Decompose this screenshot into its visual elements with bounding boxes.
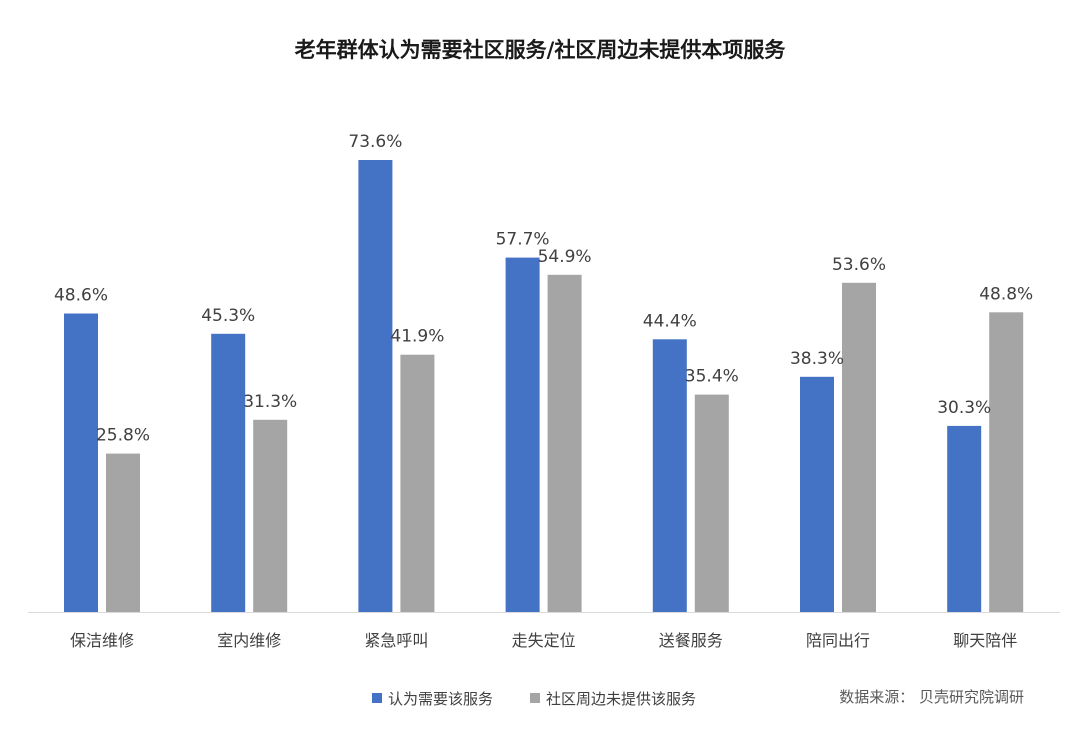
bar-series-1-1 [64,313,98,612]
data-label-series-2-3: 41.9% [390,327,444,347]
legend: 认为需要该服务 社区周边未提供该服务 [372,690,696,708]
data-label-series-2-4: 54.9% [538,247,592,267]
bar-series-1-4 [505,257,540,612]
category-label-6: 陪同出行 [806,631,870,650]
category-labels-layer: 保洁维修 室内维修 紧急呼叫 走失定位 送餐服务 陪同出行 聊天陪伴 [70,631,1017,650]
data-labels-layer: 48.6% 25.8% 45.3% 31.3% 73.6% 41.9% 57.7%54.9%… [54,132,1033,446]
bars-layer [64,160,1024,612]
data-label-series-2-7: 48.8% [979,284,1033,304]
data-label-series-1-5: 44.4% [643,311,697,331]
bar-series-1-5 [652,339,687,612]
legend-label-series-1: 认为需要该服务 [388,690,493,708]
category-label-3: 紧急呼叫 [364,631,428,650]
data-label-series-2-5: 35.4% [685,367,739,387]
category-label-2: 室内维修 [217,631,281,650]
bar-series-2-7 [989,312,1024,612]
bar-series-2-3 [400,354,435,612]
bar-series-2-2 [253,419,288,612]
data-label-series-2-1: 25.8% [96,426,150,446]
data-label-series-1-6: 38.3% [790,349,844,369]
data-label-series-1-7: 30.3% [937,398,991,418]
source-note: 数据来源： 贝壳研究院调研 [839,688,1024,706]
category-label-5: 送餐服务 [659,631,723,650]
legend-label-series-2: 社区周边未提供该服务 [546,690,696,708]
category-label-1: 保洁维修 [70,631,134,650]
data-label-series-1-1: 48.6% [54,286,108,306]
data-label-series-2-6: 53.6% [832,255,886,275]
bar-series-1-7 [947,425,982,612]
bar-series-1-2 [211,333,246,612]
legend-swatch-series-2 [530,693,540,703]
bar-series-2-1 [106,453,140,612]
bar-series-1-6 [800,376,834,612]
data-label-series-2-2: 31.3% [243,392,297,412]
legend-swatch-series-1 [372,693,382,703]
bar-series-2-5 [694,394,729,612]
data-label-series-1-3: 73.6% [348,132,402,152]
bar-series-1-3 [358,160,393,612]
data-label-series-1-4: 57.7% [496,230,550,250]
category-label-7: 聊天陪伴 [953,631,1017,650]
chart-title: 老年群体认为需要社区服务/社区周边未提供本项服务 [295,38,787,62]
bar-series-2-6 [842,282,876,612]
bar-series-2-4 [547,274,582,612]
category-label-4: 走失定位 [512,631,576,650]
data-label-series-1-2: 45.3% [201,306,255,326]
